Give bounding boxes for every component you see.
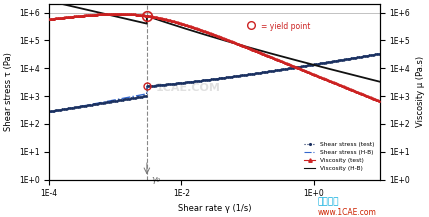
- Text: γ₀: γ₀: [151, 175, 160, 184]
- Text: 1CAE.COM: 1CAE.COM: [156, 83, 221, 93]
- Text: = yield point: = yield point: [261, 22, 310, 31]
- Legend: Shear stress (test), Shear stress (H-B), Viscosity (test), Viscosity (H-B): Shear stress (test), Shear stress (H-B),…: [302, 139, 377, 173]
- Y-axis label: Viscosity μ (Pa.s): Viscosity μ (Pa.s): [416, 56, 425, 127]
- X-axis label: Shear rate γ (1/s): Shear rate γ (1/s): [178, 204, 251, 213]
- Y-axis label: Shear stress τ (Pa): Shear stress τ (Pa): [4, 53, 13, 131]
- Text: www.1CAE.com: www.1CAE.com: [317, 208, 376, 217]
- Text: 仿真在线: 仿真在线: [317, 197, 339, 206]
